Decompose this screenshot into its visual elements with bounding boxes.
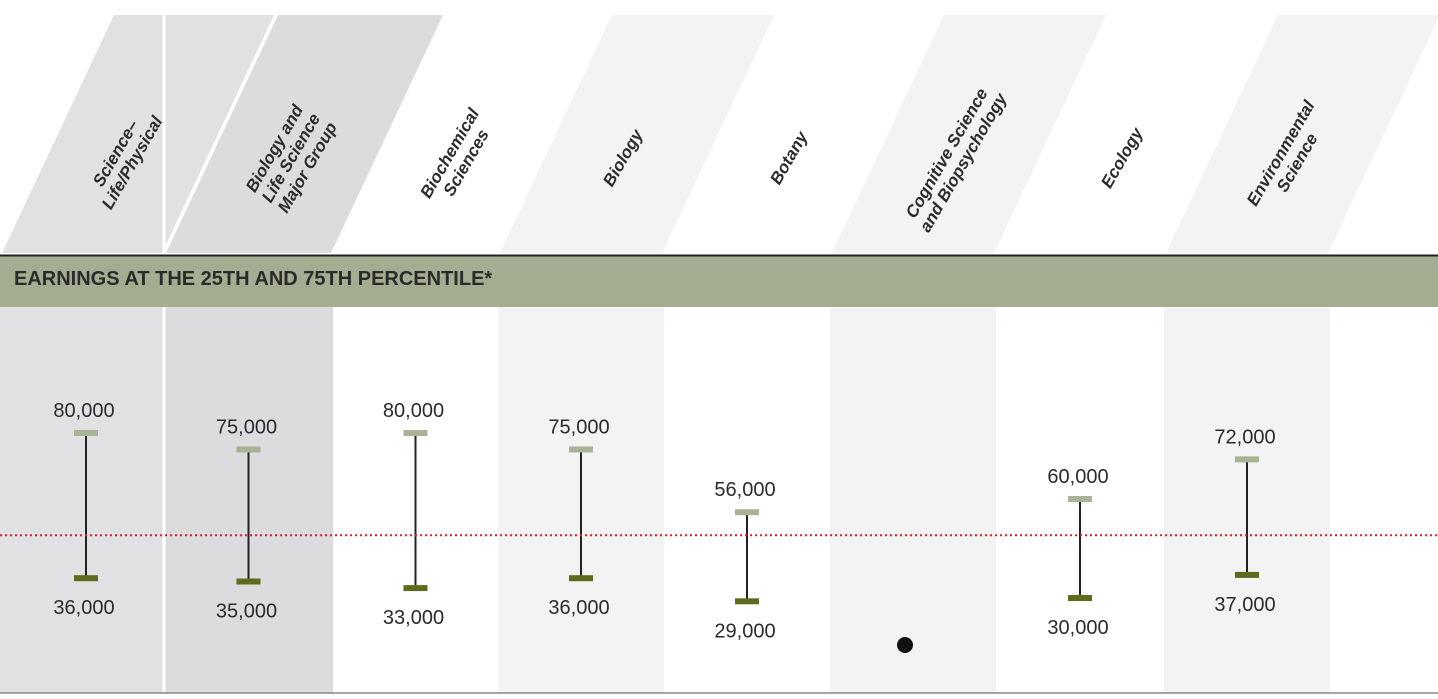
column-background — [830, 307, 996, 693]
high-label: 80,000 — [53, 400, 114, 422]
low-label: 37,000 — [1214, 594, 1275, 616]
high-label: 75,000 — [216, 417, 277, 439]
low-label: 29,000 — [714, 620, 775, 642]
high-label: 60,000 — [1047, 466, 1108, 488]
section-title: EARNINGS AT THE 25TH AND 75TH PERCENTILE… — [14, 268, 493, 290]
high-cap — [403, 430, 428, 436]
high-cap — [236, 446, 261, 453]
header-cell — [1166, 15, 1438, 253]
high-cap — [569, 446, 593, 453]
low-label: 36,000 — [548, 597, 609, 619]
low-label: 33,000 — [383, 607, 444, 629]
low-cap — [236, 578, 261, 585]
low-cap — [1068, 595, 1092, 601]
title-band — [0, 256, 1438, 307]
low-cap — [74, 575, 98, 582]
high-label: 80,000 — [383, 400, 444, 422]
low-cap — [569, 575, 593, 582]
low-label: 36,000 — [53, 597, 114, 619]
high-cap — [735, 509, 759, 516]
high-cap — [1235, 456, 1259, 463]
header-cell — [832, 15, 1106, 253]
low-cap — [735, 598, 759, 605]
low-cap — [403, 585, 428, 592]
high-label: 72,000 — [1214, 426, 1275, 448]
high-label: 56,000 — [714, 479, 775, 501]
high-cap — [1068, 496, 1092, 502]
header-cell — [166, 15, 443, 253]
low-label: 30,000 — [1047, 617, 1108, 639]
header-cell — [2, 15, 274, 253]
high-label: 75,000 — [548, 417, 609, 439]
no-data-marker — [897, 637, 913, 653]
background — [0, 15, 1438, 693]
column-background — [0, 307, 164, 693]
low-label: 35,000 — [216, 601, 277, 623]
high-cap — [74, 430, 98, 436]
low-cap — [1235, 571, 1259, 578]
header-cell — [500, 15, 774, 253]
